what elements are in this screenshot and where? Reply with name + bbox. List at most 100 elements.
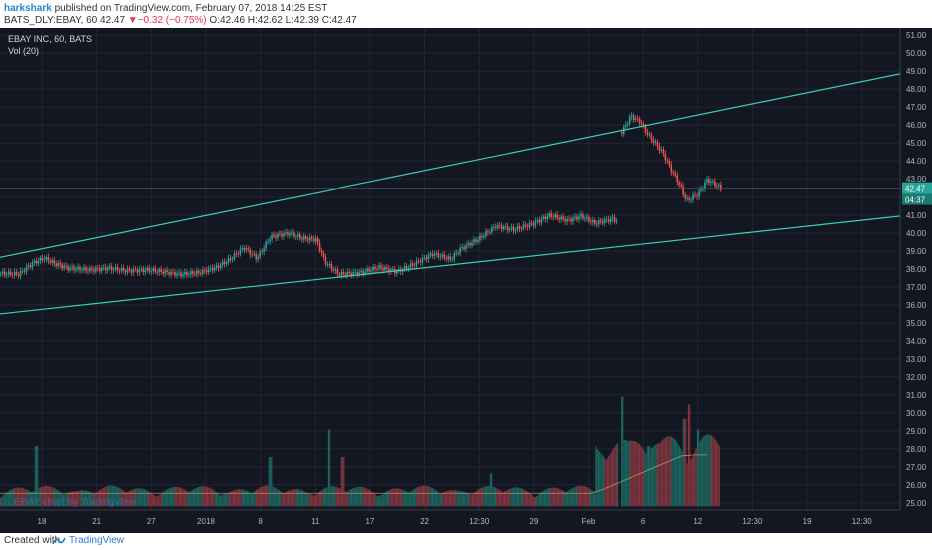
time-tick-label: 12:30 bbox=[852, 517, 873, 526]
price-tick-label: 33.00 bbox=[906, 355, 927, 364]
volume-bar bbox=[365, 488, 367, 507]
author-link[interactable]: harkshark bbox=[4, 3, 52, 14]
volume-bar bbox=[525, 490, 527, 507]
publish-text: published on TradingView.com, February 0… bbox=[51, 3, 328, 14]
candle-body bbox=[81, 270, 83, 272]
candle-body bbox=[638, 118, 641, 124]
volume-bar bbox=[285, 491, 287, 507]
volume-bar bbox=[294, 489, 296, 507]
volume-bar bbox=[498, 489, 500, 507]
volume-bar bbox=[403, 490, 405, 507]
candle-body bbox=[277, 233, 279, 238]
volume-bar bbox=[657, 443, 659, 507]
volume-bar bbox=[128, 491, 130, 507]
candle-body bbox=[116, 266, 119, 271]
volume-bar bbox=[241, 489, 243, 507]
volume-bar bbox=[626, 440, 628, 507]
volume-bar bbox=[469, 493, 471, 507]
volume-bar bbox=[23, 488, 25, 507]
volume-bar bbox=[577, 486, 579, 507]
candle-body bbox=[364, 271, 366, 274]
volume-bar bbox=[637, 443, 639, 507]
candle-body bbox=[138, 269, 141, 273]
candle-body bbox=[106, 267, 109, 271]
volume-bar bbox=[343, 457, 345, 507]
candle-body bbox=[392, 269, 394, 270]
candle-body bbox=[205, 270, 208, 273]
volume-bar bbox=[77, 490, 79, 507]
volume-bar bbox=[414, 488, 416, 507]
volume-bar bbox=[541, 491, 543, 507]
price-tick-label: 30.00 bbox=[906, 409, 927, 418]
volume-bar bbox=[615, 444, 617, 507]
volume-bar bbox=[273, 487, 275, 507]
candle-body bbox=[170, 271, 172, 275]
volume-bar bbox=[136, 488, 138, 507]
volume-bar bbox=[186, 490, 188, 507]
candle-body bbox=[9, 271, 12, 275]
volume-bar bbox=[55, 488, 57, 507]
volume-bar bbox=[650, 449, 652, 507]
volume-bar bbox=[3, 494, 5, 507]
tradingview-brand[interactable]: TradingView bbox=[69, 535, 125, 546]
volume-bar bbox=[11, 489, 13, 507]
volume-bar bbox=[349, 489, 351, 507]
volume-bar bbox=[191, 490, 193, 507]
volume-bar bbox=[5, 493, 7, 507]
volume-bar bbox=[192, 489, 194, 507]
candle-body bbox=[91, 267, 93, 270]
volume-bar bbox=[491, 473, 493, 507]
volume-bar bbox=[28, 490, 30, 507]
volume-bar bbox=[542, 490, 544, 507]
volume-bar bbox=[100, 489, 102, 507]
volume-bar bbox=[362, 487, 364, 507]
volume-bar bbox=[443, 492, 445, 507]
candle-body bbox=[578, 216, 580, 220]
candle-body bbox=[251, 253, 254, 255]
last-price-label: 42.47 bbox=[905, 185, 926, 194]
chart-area[interactable]: 25.00 26.00 27.00 28.00 29.00 30.00 31.00 32.00… bbox=[0, 28, 932, 533]
candle-body bbox=[580, 214, 582, 217]
candle-body bbox=[324, 257, 327, 265]
candle-body bbox=[668, 161, 671, 165]
price-tick-label: 40.00 bbox=[906, 229, 927, 238]
volume-bar bbox=[73, 491, 75, 507]
price-chart[interactable]: 25.00 26.00 27.00 28.00 29.00 30.00 31.00 32.00… bbox=[0, 28, 932, 533]
volume-bar bbox=[708, 434, 710, 507]
volume-bar bbox=[181, 488, 183, 507]
candle-body bbox=[102, 267, 105, 268]
volume-bar bbox=[426, 486, 428, 507]
volume-bar bbox=[288, 490, 290, 507]
trendline-lower bbox=[0, 215, 901, 315]
volume-bar bbox=[474, 492, 476, 507]
candle-body bbox=[89, 267, 91, 272]
candle-body bbox=[43, 258, 46, 261]
candle-body bbox=[386, 267, 388, 269]
volume-bar bbox=[456, 490, 458, 507]
candle-body bbox=[435, 252, 438, 255]
candle-body bbox=[374, 266, 376, 270]
volume-bar bbox=[424, 485, 426, 507]
volume-bar bbox=[587, 487, 589, 507]
candle-body bbox=[207, 268, 210, 273]
volume-bar bbox=[255, 489, 257, 507]
volume-bar bbox=[88, 491, 90, 507]
candle-body bbox=[35, 260, 38, 264]
volume-bar bbox=[405, 490, 407, 507]
candle-body bbox=[132, 269, 135, 273]
candle-body bbox=[340, 272, 343, 276]
volume-bar bbox=[370, 490, 372, 507]
volume-bar bbox=[358, 486, 360, 507]
volume-bar bbox=[411, 490, 413, 507]
candle-body bbox=[99, 268, 101, 272]
volume-bar bbox=[172, 487, 174, 507]
candle-body bbox=[1, 271, 4, 274]
price-tick-label: 25.00 bbox=[906, 499, 927, 508]
volume-bar bbox=[515, 487, 517, 507]
volume-bar bbox=[330, 486, 332, 507]
price-tick-label: 43.00 bbox=[906, 175, 927, 184]
candle-body bbox=[597, 220, 600, 225]
created-with-text: Created with bbox=[4, 535, 61, 546]
volume-bar bbox=[302, 490, 304, 507]
candle-body bbox=[560, 216, 562, 220]
